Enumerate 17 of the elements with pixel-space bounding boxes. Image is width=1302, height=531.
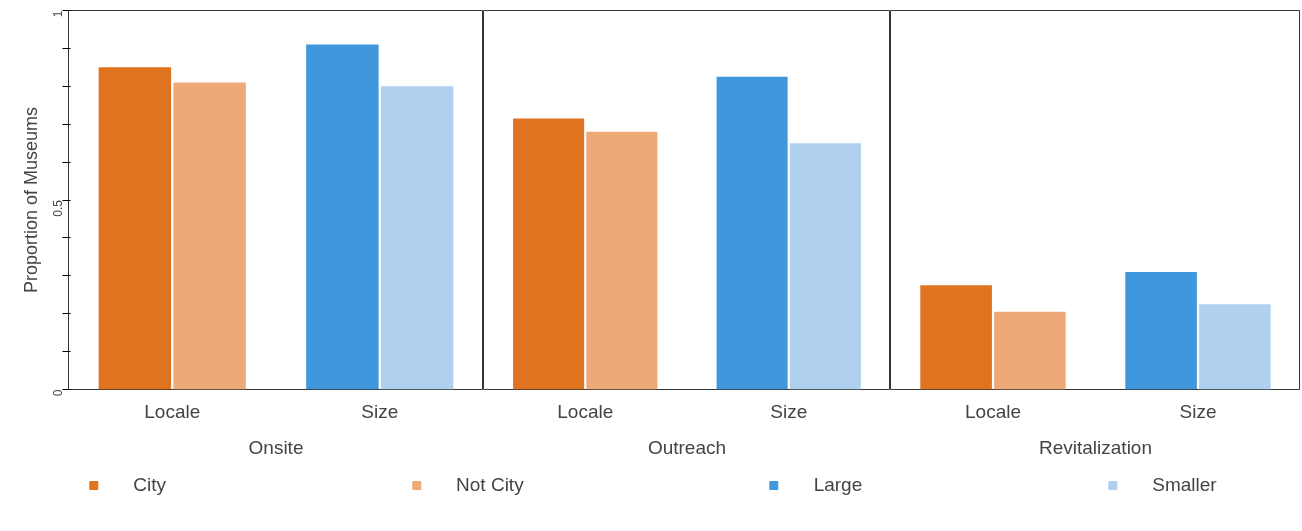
y-tick-label: 0.5: [51, 199, 65, 217]
y-tick-label: 1: [51, 10, 65, 18]
y-tick-label: 0: [51, 389, 65, 397]
legend-label: Large: [813, 474, 863, 496]
x-tick-label: Locale: [965, 400, 1022, 422]
x-tick-label: Size: [770, 400, 808, 422]
x-axis-title: Onsite: [248, 436, 304, 458]
x-tick-label: Locale: [144, 400, 201, 422]
x-tick-label: Size: [1179, 400, 1217, 422]
y-axis-title: Proportion of Museums: [20, 106, 41, 294]
x-tick-label: Size: [361, 400, 399, 422]
legend-label: Not City: [456, 474, 524, 496]
legend-label: Smaller: [1152, 474, 1217, 496]
x-tick-label: Locale: [557, 400, 614, 422]
x-axis-title: Outreach: [647, 436, 727, 458]
legend-label: City: [133, 474, 167, 496]
x-axis-title: Revitalization: [1039, 436, 1152, 458]
